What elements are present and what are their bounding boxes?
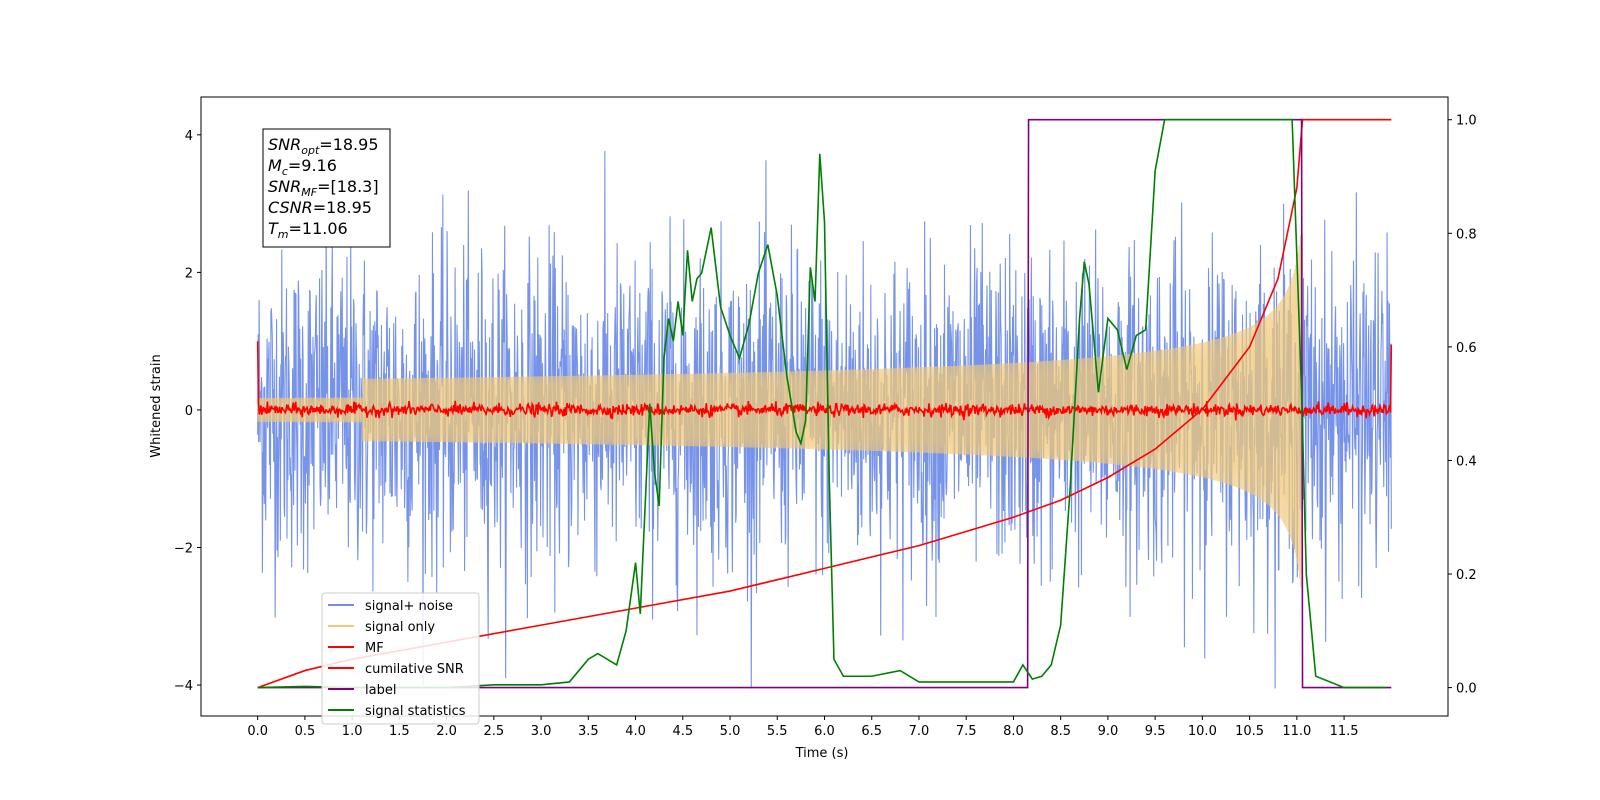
y-right-tick-label: 0.8 [1456,227,1477,242]
y-left-tick-label: 4 [185,129,193,144]
y-left-tick-label: −2 [174,541,193,556]
info-box: SNRopt=18.95Mc=9.16SNRMF=[18.3]CSNR=18.9… [262,128,391,248]
y-axis-label: Whitened strain [149,354,164,457]
info-line: SNRopt=18.95 [268,135,379,157]
x-tick-label: 1.5 [389,724,410,739]
y-right-tick-label: 0.6 [1456,341,1477,356]
y-right-tick-label: 1.0 [1456,114,1477,129]
x-tick-label: 9.5 [1145,724,1166,739]
legend-label: signal statistics [365,704,466,719]
x-tick-label: 7.0 [909,724,930,739]
x-tick-label: 10.5 [1235,724,1264,739]
y-right-tick-label: 0.2 [1456,568,1477,583]
series-signal-only [257,232,1304,588]
x-tick-label: 6.0 [814,724,835,739]
y-right-tick-label: 0.4 [1456,454,1477,469]
x-tick-label: 2.5 [484,724,505,739]
x-tick-label: 10.0 [1188,724,1217,739]
x-tick-label: 3.5 [578,724,599,739]
y-left-tick-label: −4 [174,679,193,694]
info-line: Tm=11.06 [268,219,348,241]
x-tick-label: 0.0 [247,724,268,739]
info-line: Mc=9.16 [268,156,337,178]
x-tick-label: 2.0 [436,724,457,739]
y-left-tick-label: 0 [185,404,193,419]
legend-label: label [365,683,396,698]
legend-label: signal only [365,620,435,635]
x-tick-label: 4.0 [625,724,646,739]
legend-label: cumilative SNR [365,662,464,677]
x-tick-label: 3.0 [531,724,552,739]
x-tick-label: 4.5 [672,724,693,739]
x-tick-label: 5.0 [720,724,741,739]
legend-label: signal+ noise [365,599,453,614]
x-tick-label: 9.0 [1098,724,1119,739]
x-tick-label: 6.5 [861,724,882,739]
x-tick-label: 7.5 [956,724,977,739]
x-tick-label: 8.5 [1050,724,1071,739]
x-tick-label: 1.0 [342,724,363,739]
series-signal-statistics [257,118,1387,689]
info-line: SNRMF=[18.3] [268,177,379,199]
legend-label: MF [365,641,384,656]
y-right-tick-label: 0.0 [1456,682,1477,697]
legend: signal+ noise signal only MF cumilative SNR… [321,592,480,725]
x-tick-label: 0.5 [295,724,316,739]
x-tick-label: 11.0 [1282,724,1311,739]
x-tick-label: 11.5 [1330,724,1359,739]
x-tick-label: 5.5 [767,724,788,739]
x-axis-label: Time (s) [795,746,849,761]
x-tick-label: 8.0 [1003,724,1024,739]
info-line: CSNR=18.95 [268,198,372,217]
y-left-tick-label: 2 [185,266,193,281]
